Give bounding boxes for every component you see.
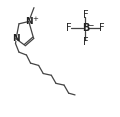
Text: B: B: [82, 23, 89, 33]
Text: −: −: [87, 21, 93, 30]
Text: N: N: [12, 34, 20, 43]
Text: F: F: [66, 23, 72, 33]
Text: F: F: [83, 10, 88, 20]
Text: +: +: [32, 16, 38, 22]
Text: F: F: [83, 37, 88, 47]
Text: N: N: [25, 17, 33, 26]
Text: F: F: [99, 23, 105, 33]
